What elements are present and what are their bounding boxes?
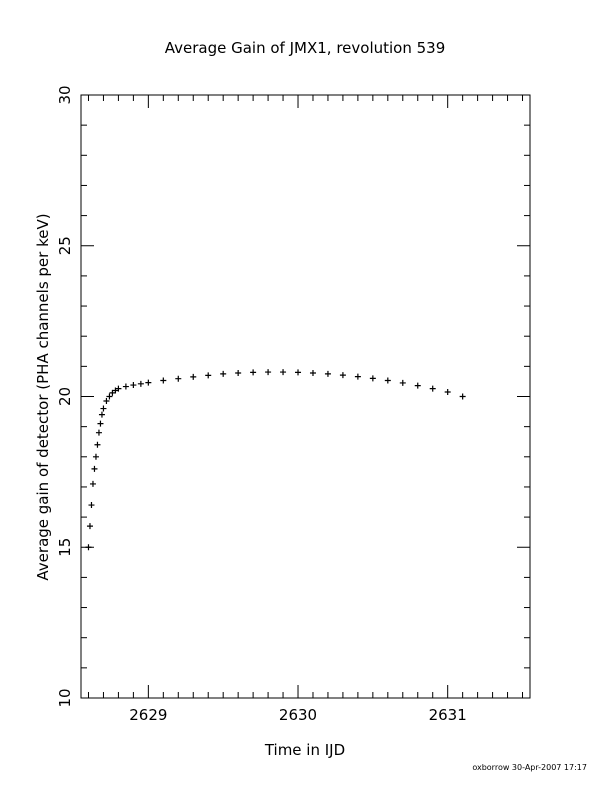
chart-title: Average Gain of JMX1, revolution 539 [165,39,446,57]
x-tick-label: 2631 [429,706,467,724]
x-tick-label: 2629 [129,706,167,724]
x-tick-label: 2630 [279,706,317,724]
data-point [95,429,102,436]
data-point [414,382,421,389]
y-tick-labels: 10 15 20 25 30 [56,85,74,707]
y-tick-label: 15 [56,538,74,557]
data-point [115,385,122,392]
data-point [145,379,152,386]
data-point [91,465,98,472]
y-tick-label: 20 [56,387,74,406]
data-point [235,369,242,376]
data-point [98,411,105,418]
data-point [369,375,376,382]
data-point [89,480,96,487]
plot-area: 2629 2630 2631 10 15 20 25 30 [56,85,531,724]
data-point [92,453,99,460]
data-point [220,370,227,377]
y-tick-label: 30 [56,85,74,104]
y-tick-label: 10 [56,688,74,707]
data-point [88,502,95,509]
data-point [280,369,287,376]
data-points [85,369,466,551]
data-point [106,393,113,400]
data-point [190,373,197,380]
data-point [309,369,316,376]
data-point [85,544,92,551]
data-point [130,382,137,389]
x-tick-labels: 2629 2630 2631 [129,706,467,724]
data-point [97,420,104,427]
data-point [429,385,436,392]
data-point [160,377,167,384]
data-point [265,369,272,376]
data-point [103,398,110,405]
data-point [444,388,451,395]
data-point [205,372,212,379]
data-point [122,383,129,390]
data-point [94,441,101,448]
data-point [339,372,346,379]
minor-ticks [81,95,530,698]
data-point [384,377,391,384]
y-axis-label: Average gain of detector (PHA channels p… [34,213,52,580]
data-point [324,370,331,377]
data-point [295,369,302,376]
x-axis-label: Time in IJD [264,741,345,759]
data-point [399,379,406,386]
data-point [86,523,93,530]
major-ticks [81,94,530,699]
data-point [459,393,466,400]
data-point [354,373,361,380]
data-point [175,375,182,382]
data-point [100,405,107,412]
data-point [137,380,144,387]
data-point [250,369,257,376]
y-tick-label: 25 [56,236,74,255]
credit-footer: oxborrow 30-Apr-2007 17:17 [472,763,587,772]
